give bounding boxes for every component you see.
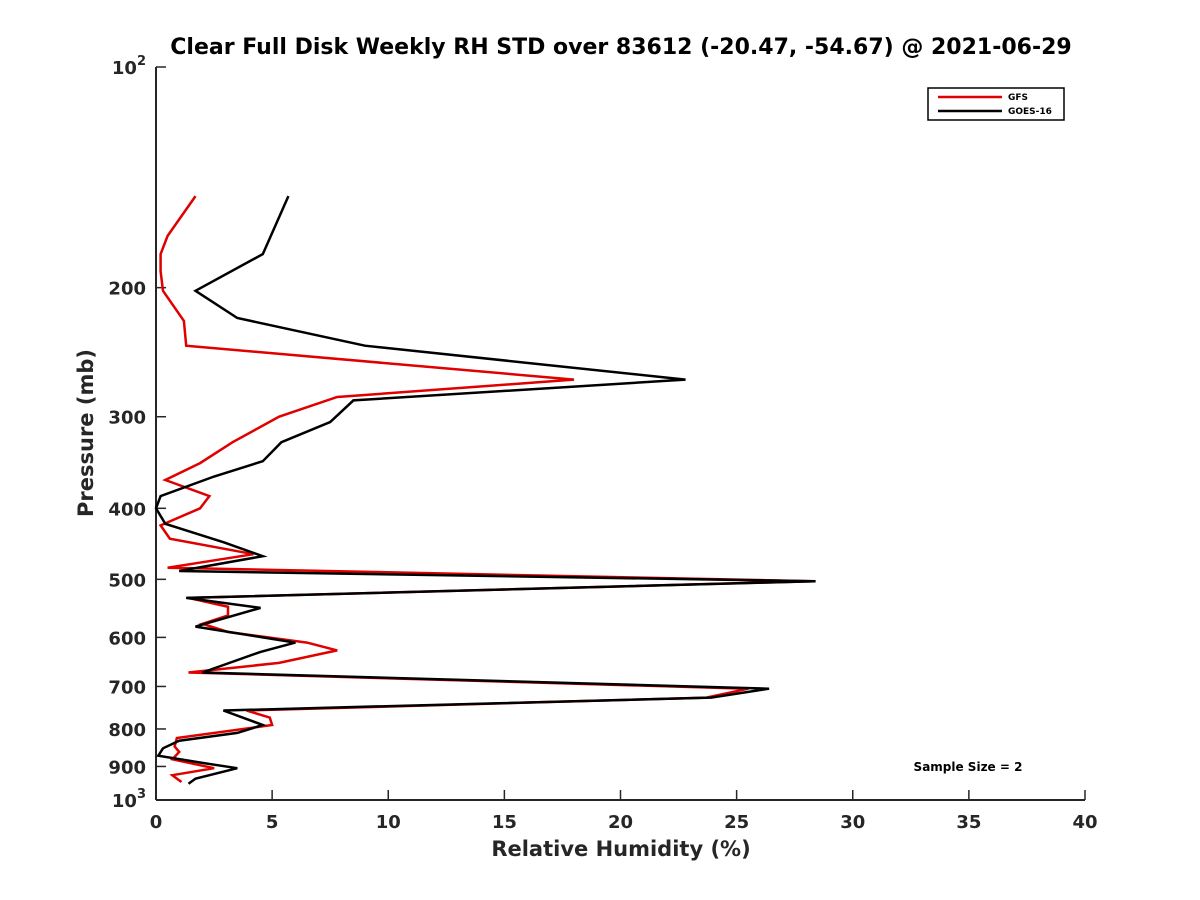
y-tick-label: 102 (112, 54, 146, 79)
y-tick-exponent: 2 (137, 54, 146, 69)
y-tick-base: 10 (112, 58, 137, 79)
y-tick-label: 700 (108, 677, 146, 698)
y-tick-label: 200 (108, 279, 146, 300)
sample-size-annotation: Sample Size = 2 (914, 760, 1023, 774)
x-tick-label: 30 (840, 812, 865, 833)
x-tick-label: 15 (492, 812, 517, 833)
x-tick-label: 25 (724, 812, 749, 833)
series-layer (154, 195, 816, 785)
x-tick-label: 20 (608, 812, 633, 833)
x-tick-label: 40 (1072, 812, 1097, 833)
x-tick-label: 10 (376, 812, 401, 833)
chart-title: Clear Full Disk Weekly RH STD over 83612… (170, 35, 1071, 60)
y-tick-label: 500 (108, 570, 146, 591)
y-tick-base: 10 (112, 791, 137, 812)
y-tick-label: 400 (108, 499, 146, 520)
y-tick-label: 300 (108, 408, 146, 429)
legend-label-gfs: GFS (1008, 93, 1028, 103)
series-line-goes-16 (154, 195, 816, 785)
axes-layer: 0 5 10 15 20 25 30 35 40102200300400500600700800… (108, 54, 1097, 833)
x-axis-label: Relative Humidity (%) (491, 837, 750, 861)
x-tick-label: 0 (150, 812, 163, 833)
y-tick-exponent: 3 (137, 787, 146, 802)
x-tick-label: 35 (956, 812, 981, 833)
y-tick-label: 103 (112, 787, 146, 812)
y-tick-label: 900 (108, 757, 146, 778)
y-tick-label: 600 (108, 628, 146, 649)
y-tick-label: 800 (108, 720, 146, 741)
legend: GFS GOES-16 (927, 87, 1065, 121)
legend-label-goes-16: GOES-16 (1008, 107, 1052, 117)
legend-box (927, 87, 1065, 121)
x-tick-label: 5 (266, 812, 279, 833)
y-axis-label: Pressure (mb) (74, 349, 98, 517)
